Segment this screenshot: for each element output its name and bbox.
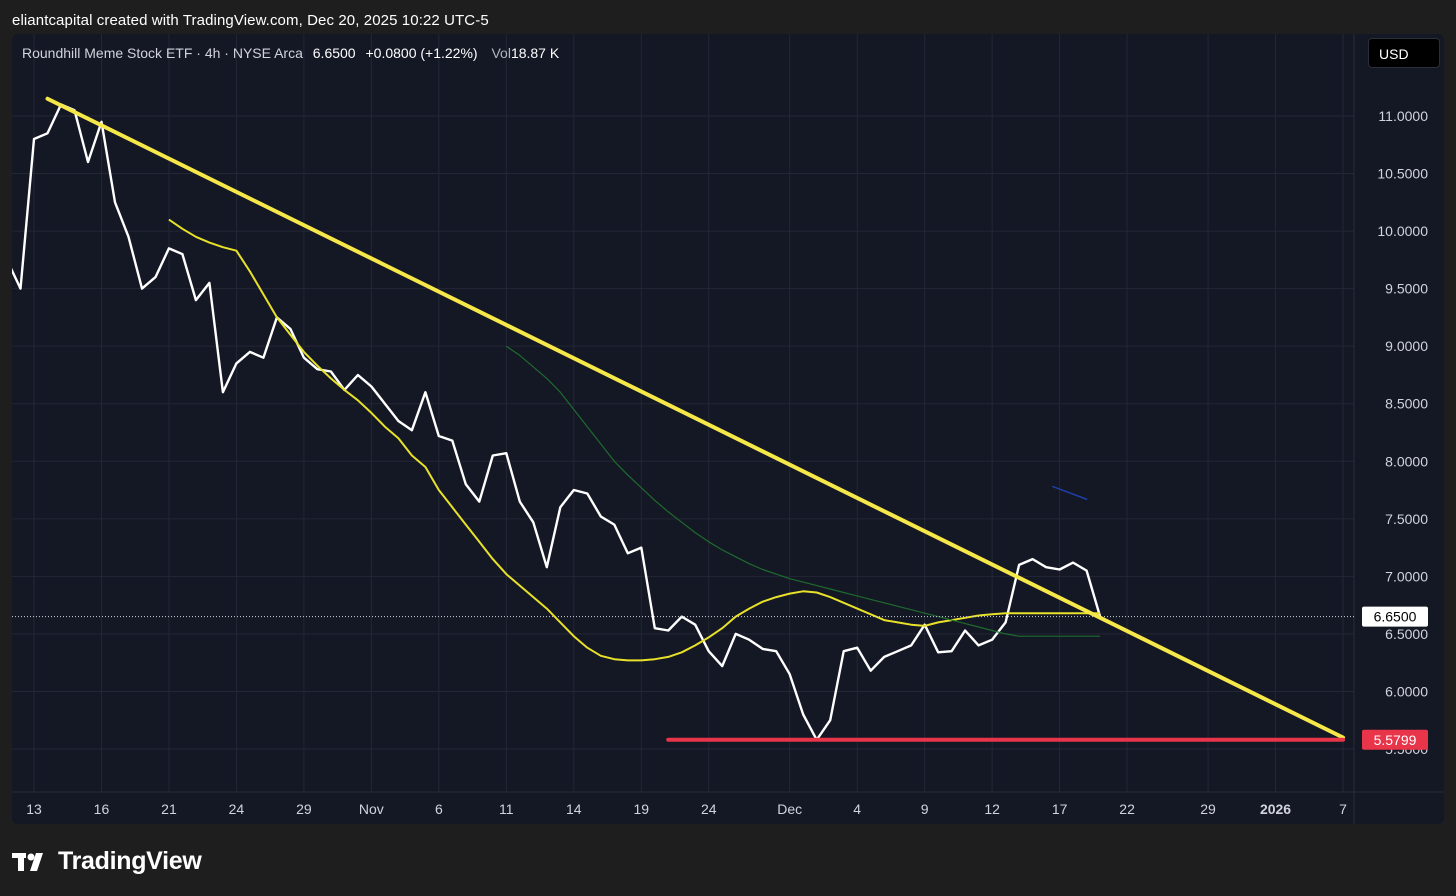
x-tick-label: 29 <box>1200 801 1216 817</box>
y-tick-label: 7.5000 <box>1385 511 1428 527</box>
x-tick-label: Nov <box>359 801 384 817</box>
y-tick-label: 10.0000 <box>1377 223 1428 239</box>
chart-area[interactable]: 5.50006.00006.50007.00007.50008.00008.50… <box>12 34 1444 824</box>
x-tick-label: 19 <box>633 801 649 817</box>
x-tick-label: 16 <box>94 801 110 817</box>
y-tick-label: 10.5000 <box>1377 166 1428 182</box>
x-tick-label: 12 <box>984 801 1000 817</box>
x-tick-label: Dec <box>777 801 802 817</box>
y-tick-label: 9.5000 <box>1385 281 1428 297</box>
x-tick-label: 13 <box>26 801 42 817</box>
x-tick-label: 24 <box>701 801 717 817</box>
symbol-title: Roundhill Meme Stock ETF · 4h · NYSE Arc… <box>22 45 303 61</box>
price-line <box>12 103 1102 741</box>
x-tick-label: 7 <box>1339 801 1347 817</box>
price-chart[interactable]: 5.50006.00006.50007.00007.50008.00008.50… <box>12 34 1444 824</box>
x-tick-label: 29 <box>296 801 312 817</box>
y-tick-label: 8.5000 <box>1385 396 1428 412</box>
tradingview-logo: TradingView <box>12 846 202 876</box>
x-tick-label: 22 <box>1119 801 1135 817</box>
y-tick-label: 7.0000 <box>1385 568 1428 584</box>
x-tick-label: 9 <box>921 801 929 817</box>
x-tick-label: 14 <box>566 801 582 817</box>
current-price-tag <box>1362 606 1428 627</box>
chart-caption: eliantcapital created with TradingView.c… <box>12 12 489 29</box>
descending-trendline <box>45 96 1345 740</box>
price-labels: 6.6500 5.5799 <box>1362 606 1428 750</box>
y-tick-label: 6.5000 <box>1385 626 1428 642</box>
annotations <box>12 96 1354 742</box>
moving-average-fast <box>168 218 1101 662</box>
tradingview-logo-icon <box>12 853 43 871</box>
y-tick-label: 9.0000 <box>1385 338 1428 354</box>
y-tick-label: 6.0000 <box>1385 683 1428 699</box>
x-tick-label: 21 <box>161 801 177 817</box>
x-axis: 13 16 21 24 29 Nov 6 11 14 19 24 Dec 4 9 12 17 22 29 2026 7 <box>26 801 1347 817</box>
currency-button[interactable]: USD <box>1368 38 1440 68</box>
symbol-legend[interactable]: Roundhill Meme Stock ETF · 4h · NYSE Arc… <box>22 45 559 61</box>
small-segment <box>1052 485 1088 501</box>
y-axis: 5.50006.00006.50007.00007.50008.00008.50… <box>1377 108 1428 757</box>
x-tick-label: 17 <box>1052 801 1068 817</box>
series <box>12 103 1102 741</box>
y-tick-label: 11.0000 <box>1378 108 1428 124</box>
x-tick-label: 2026 <box>1260 801 1291 817</box>
moving-average-slow <box>505 345 1101 637</box>
x-tick-label: 4 <box>853 801 861 817</box>
volume-value: 18.87 K <box>510 45 560 61</box>
x-tick-label: 6 <box>435 801 443 817</box>
price-change: +0.0800 (+1.22%) <box>365 45 478 61</box>
x-tick-label: 24 <box>229 801 245 817</box>
x-tick-label: 11 <box>499 801 514 817</box>
volume-label: Vol <box>491 45 511 61</box>
current-price-label: 6.6500 <box>1374 609 1417 625</box>
grid <box>12 34 1444 824</box>
support-price-tag <box>1362 729 1428 750</box>
support-price-label: 5.5799 <box>1374 732 1417 748</box>
brand-name: TradingView <box>58 846 202 875</box>
y-tick-label: 8.0000 <box>1385 453 1428 469</box>
last-price: 6.6500 <box>312 45 356 61</box>
